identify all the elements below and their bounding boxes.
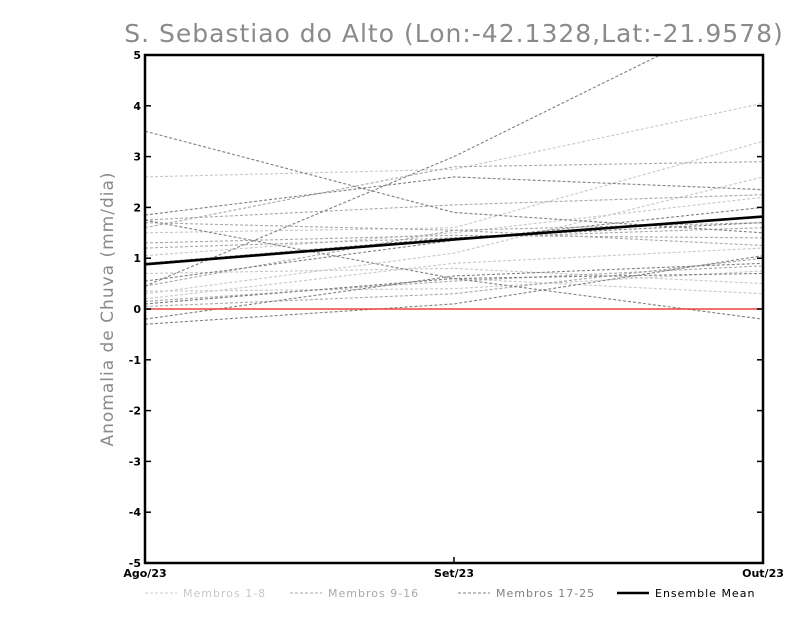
series-line-member-23	[145, 219, 763, 320]
y-tick-label: -4	[129, 506, 142, 519]
y-tick-label: 0	[133, 303, 141, 316]
legend-label: Ensemble Mean	[655, 587, 755, 600]
series-line-member-16	[145, 227, 763, 249]
series-line-member-17	[145, 55, 662, 287]
legend-label: Membros 1-8	[183, 587, 266, 600]
y-tick-label: -5	[129, 557, 141, 570]
series-line-member-4	[145, 277, 763, 305]
series-line-member-8	[145, 270, 763, 292]
series-line-member-3	[145, 176, 763, 295]
chart-title: S. Sebastiao do Alto (Lon:-42.1328,Lat:-…	[124, 19, 784, 48]
series-line-member-6	[145, 247, 763, 300]
series-group	[145, 55, 763, 325]
y-tick-label: -3	[129, 455, 141, 468]
series-line-member-12	[145, 265, 763, 302]
x-tick-label: Ago/23	[123, 567, 166, 580]
y-tick-label: 1	[133, 252, 141, 265]
series-line-member-7	[145, 267, 763, 285]
series-line-member-15	[145, 257, 763, 308]
y-tick-label: -2	[129, 405, 141, 418]
series-line-member-11	[145, 229, 763, 287]
y-tick-label: 2	[133, 201, 141, 214]
series-line-member-5	[145, 196, 763, 257]
series-line-member-19	[145, 176, 763, 216]
series-line-member-18	[145, 130, 763, 234]
y-tick-label: -1	[129, 354, 141, 367]
x-tick-label: Set/23	[434, 567, 474, 580]
series-line-member-1	[145, 102, 763, 178]
y-tick-label: 4	[133, 100, 141, 113]
x-tick-label: Out/23	[742, 567, 784, 580]
legend: Membros 1-8 Membros 9-16 Membros 17-25 Ense…	[145, 587, 755, 600]
y-tick-label: 3	[133, 151, 141, 164]
series-line-member-2	[145, 140, 763, 234]
y-tick-label: 5	[133, 49, 141, 62]
series-line-member-25	[145, 222, 763, 264]
legend-label: Membros 17-25	[496, 587, 595, 600]
y-axis-label: Anomalia de Chuva (mm/dia)	[98, 171, 118, 446]
series-line-member-13	[145, 194, 763, 221]
series-line-member-24	[145, 272, 763, 305]
series-line-ensemble-mean	[145, 215, 763, 266]
series-line-member-9	[145, 161, 763, 229]
plot-area: -5 -4 -3 -2 -1 0 1 2 3 4 5 Ago/23 Set/23 Out/23	[123, 49, 784, 580]
series-line-member-22	[145, 262, 763, 320]
legend-label: Membros 9-16	[328, 587, 419, 600]
series-line-member-10	[145, 234, 763, 244]
